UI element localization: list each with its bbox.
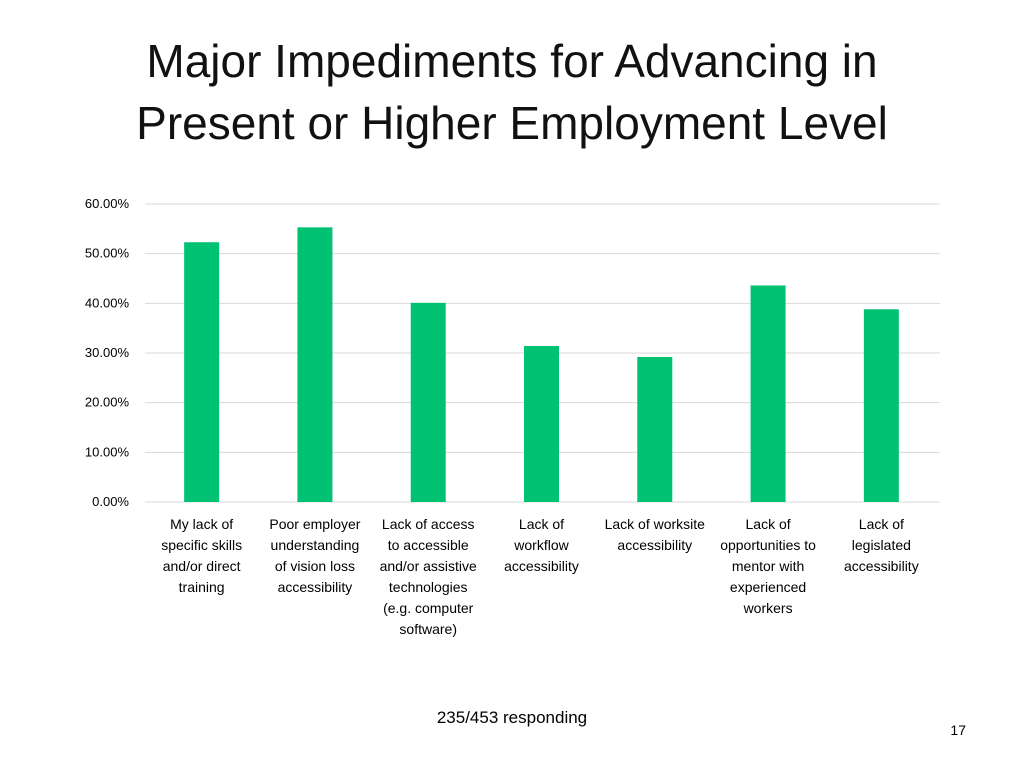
x-category-label: Lack of opportunities to mentor with experi…: [720, 516, 816, 616]
respondents-note: 235/453 responding: [436, 708, 588, 727]
slide-title-line-1: Major Impediments for Advancing in: [146, 35, 878, 87]
bar: [184, 242, 220, 502]
page-number: 17: [950, 722, 966, 738]
bar: [637, 356, 673, 502]
bar: [524, 346, 559, 502]
y-tick-label: 40.00%: [85, 295, 130, 310]
y-tick-label: 0.00%: [92, 494, 129, 509]
x-category-label: Lack of access to accessible and/or assist…: [380, 516, 477, 637]
bar: [410, 302, 446, 502]
y-tick-label: 60.00%: [85, 196, 130, 211]
y-tick-label: 20.00%: [85, 395, 130, 410]
x-category-label: Lack of workflow accessibility: [504, 516, 579, 574]
y-tick-label: 10.00%: [85, 444, 130, 459]
x-category-label: My lack of specific skills and/or direct tr…: [161, 516, 242, 595]
bar-chart: 0.00% 10.00% 20.00% 30.00% 40.00% 50.00% 60.00…: [85, 196, 940, 637]
x-category-label: Poor employer understanding of vision loss…: [269, 516, 360, 595]
x-category-label: Lack of legislated accessibility: [844, 516, 919, 574]
bar: [297, 227, 333, 503]
y-tick-label: 30.00%: [85, 345, 130, 360]
bar: [863, 309, 899, 502]
x-category-label: Lack of worksite accessibility: [605, 516, 706, 553]
slide-title-line-2: Present or Higher Employment Level: [136, 97, 888, 149]
bar: [750, 285, 786, 502]
slide-title: Major Impediments for Advancing in Prese…: [0, 30, 1024, 154]
y-tick-label: 50.00%: [85, 246, 130, 261]
